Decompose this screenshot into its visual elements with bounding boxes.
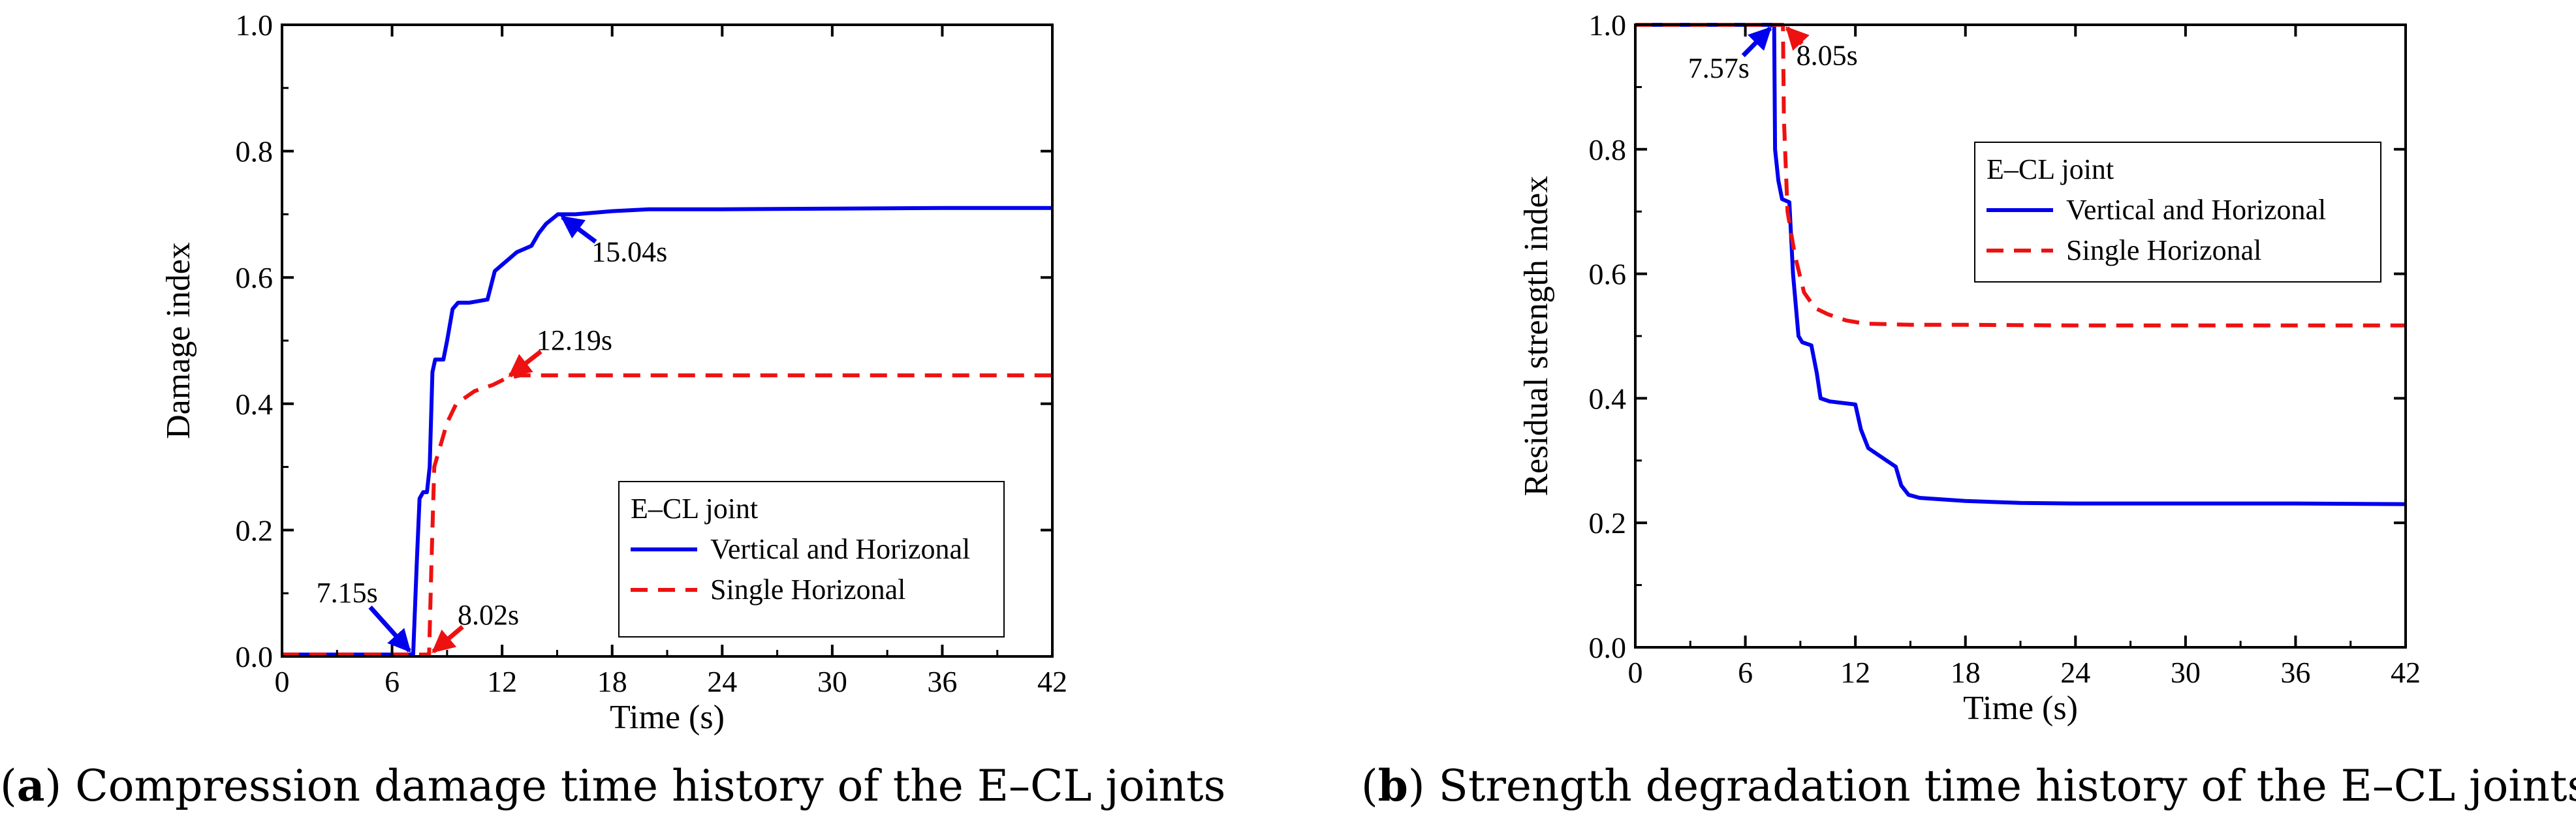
annotation-label-a-2: 15.04s <box>591 236 667 268</box>
caption-a-text: Compression damage time history of the E… <box>75 761 1226 811</box>
y-tick-label-a-0: 0.0 <box>236 640 274 673</box>
x-tick-label-b-7: 42 <box>2391 656 2421 689</box>
legend-title-b: E–CL joint <box>1987 153 2114 185</box>
caption-b-label: b <box>1377 760 1408 811</box>
y-axis-label-b: Residual strength index <box>1518 176 1555 496</box>
annotation-label-a-0: 7.15s <box>317 577 378 609</box>
annotation-arrow-b-0 <box>1741 26 1772 57</box>
x-tick-label-b-2: 12 <box>1840 656 1870 689</box>
x-tick-label-b-6: 36 <box>2280 656 2310 689</box>
annotation-label-a-3: 12.19s <box>537 324 612 356</box>
x-tick-label-b-5: 30 <box>2171 656 2201 689</box>
y-tick-label-a-5: 1.0 <box>236 8 274 42</box>
y-tick-label-b-4: 0.8 <box>1589 133 1627 166</box>
x-tick-label-a-6: 36 <box>927 665 957 698</box>
y-axis-label-a: Damage index <box>160 242 197 439</box>
series-line-b-1 <box>1635 23 2406 328</box>
caption-a-label: a <box>16 760 45 811</box>
x-tick-label-b-1: 6 <box>1738 656 1753 689</box>
chart-panel-b: 0 6 12 18 24 30 36 42 0.0 0.2 0.4 0.6 0.8 1.0 Time (s)… <box>1518 8 2421 727</box>
legend-title-a: E–CL joint <box>631 493 758 525</box>
plot-frame-b <box>1634 23 2407 649</box>
x-tick-label-a-5: 30 <box>817 665 847 698</box>
annotation-arrow-b-1 <box>1785 26 1810 51</box>
y-tick-label-a-4: 0.8 <box>236 135 274 168</box>
x-axis-label-b: Time (s) <box>1963 690 2078 727</box>
y-tick-label-b-2: 0.4 <box>1589 382 1627 415</box>
x-tick-label-a-0: 0 <box>275 665 290 698</box>
y-tick-label-b-0: 0.0 <box>1589 631 1627 664</box>
chart-panel-a: 0 6 12 18 24 30 36 42 0.0 0.2 0.4 0.6 0.8 1.0 Time (s)… <box>160 8 1067 736</box>
annotation-label-b-0: 7.57s <box>1688 52 1750 84</box>
x-tick-label-a-7: 42 <box>1037 665 1067 698</box>
y-tick-label-a-1: 0.2 <box>236 514 274 547</box>
annotation-label-a-1: 8.02s <box>458 599 519 631</box>
legend-label-b-1: Single Horizonal <box>2066 234 2261 266</box>
caption-b: (b) Strength degradation time history of… <box>1361 760 2576 811</box>
x-tick-label-a-1: 6 <box>385 665 400 698</box>
annotation-arrow-a-1 <box>432 624 464 654</box>
x-tick-label-b-0: 0 <box>1628 656 1643 689</box>
caption-b-text: Strength degradation time history of the… <box>1438 761 2576 811</box>
x-tick-label-b-3: 18 <box>1951 656 1981 689</box>
y-tick-label-a-3: 0.6 <box>236 261 274 294</box>
legend-box-a <box>618 481 1005 638</box>
legend-label-a-0: Vertical and Horizonal <box>710 533 970 565</box>
series-line-a-0 <box>282 206 1052 657</box>
x-tick-label-a-2: 12 <box>487 665 517 698</box>
legend-label-a-1: Single Horizonal <box>710 574 905 606</box>
y-tick-label-b-3: 0.6 <box>1589 258 1627 291</box>
legend-label-b-0: Vertical and Horizonal <box>2066 194 2326 226</box>
x-tick-label-b-4: 24 <box>2060 656 2090 689</box>
annotation-arrow-a-2 <box>560 215 597 244</box>
y-tick-label-b-1: 0.2 <box>1589 506 1627 540</box>
series-line-b-0 <box>1635 23 2406 506</box>
annotation-arrow-a-0 <box>368 606 411 653</box>
x-axis-label-a: Time (s) <box>610 699 725 736</box>
y-tick-label-a-2: 0.4 <box>236 388 274 421</box>
annotation-label-b-1: 8.05s <box>1797 40 1858 72</box>
caption-a: (a) Compression damage time history of t… <box>0 760 1226 811</box>
x-tick-label-a-4: 24 <box>707 665 737 698</box>
y-tick-label-b-5: 1.0 <box>1589 8 1627 42</box>
annotation-arrow-a-3 <box>508 349 542 378</box>
series-line-a-1 <box>282 373 1052 657</box>
x-tick-label-a-3: 18 <box>597 665 627 698</box>
